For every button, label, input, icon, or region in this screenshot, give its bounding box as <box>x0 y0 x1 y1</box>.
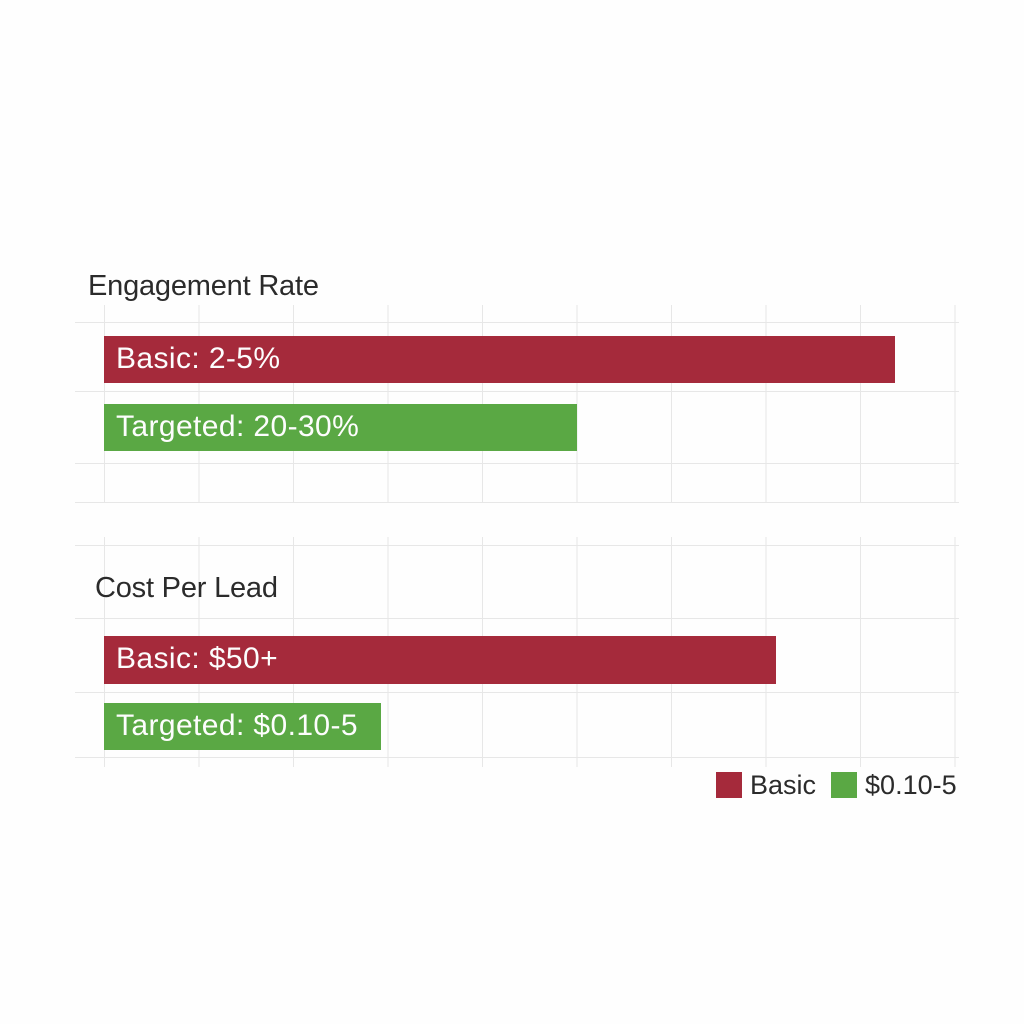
legend-label-basic: Basic <box>750 769 817 800</box>
bar-basic-engagement: Basic: 2-5% <box>104 336 895 383</box>
legend-swatch-basic <box>716 772 742 798</box>
gridline-horizontal <box>75 618 959 619</box>
bar-targeted-cost: Targeted: $0.10-5 <box>104 703 382 750</box>
section-title-cost-per-lead: Cost Per Lead <box>95 572 278 604</box>
gridline-horizontal <box>75 545 959 546</box>
grid-band <box>75 537 959 767</box>
gridline-horizontal <box>75 322 959 323</box>
bar-label-basic-engagement: Basic: 2-5% <box>116 341 281 375</box>
section-title-engagement-rate: Engagement Rate <box>88 270 319 302</box>
legend: Basic $0.10-5 <box>716 770 957 800</box>
bar-basic-cost: Basic: $50+ <box>104 636 777 684</box>
bar-label-basic-cost: Basic: $50+ <box>116 642 279 675</box>
grid-band <box>75 305 959 503</box>
legend-label-targeted: $0.10-5 <box>865 769 957 800</box>
bars-layer: Basic: $50+ Targeted: $0.10-5 <box>104 0 954 1024</box>
legend-swatch-targeted <box>831 772 858 798</box>
bar-label-targeted-engagement: Targeted: 20-30% <box>116 409 360 443</box>
bar-targeted-engagement: Targeted: 20-30% <box>104 404 577 451</box>
gridline-horizontal <box>75 692 959 693</box>
gridline-horizontal <box>75 463 959 464</box>
gridline-horizontal <box>75 391 959 392</box>
bar-label-targeted-cost: Targeted: $0.10-5 <box>116 708 358 742</box>
bars-layer: Basic: 2-5% Targeted: 20-30% <box>104 0 954 1024</box>
gridline-horizontal <box>75 502 959 503</box>
gridline-horizontal <box>75 757 959 758</box>
